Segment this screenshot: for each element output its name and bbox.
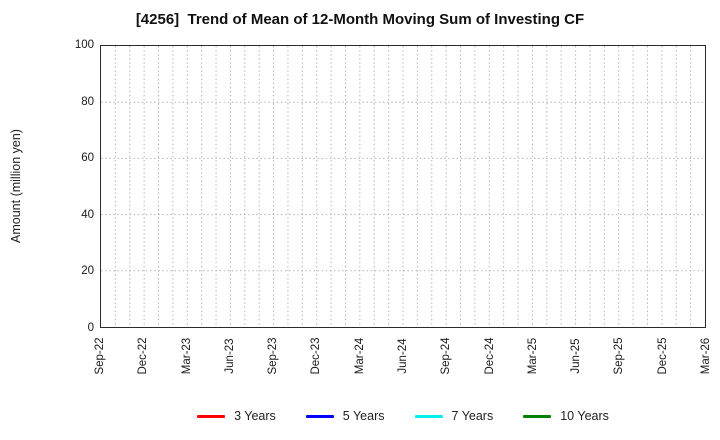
x-tick-label: Sep-23 (267, 337, 280, 375)
y-tick-label: 100 (74, 39, 94, 51)
x-tick-label: Sep-22 (94, 337, 106, 375)
legend-item: 7 Years (414, 409, 494, 423)
legend-label: 5 Years (342, 409, 385, 423)
y-tick-label: 0 (87, 322, 94, 334)
x-tick-label: Mar-26 (700, 337, 712, 375)
x-tick-label: Dec-23 (310, 337, 323, 375)
legend: 3 Years 5 Years 7 Years 10 Years (100, 403, 706, 429)
y-tick-label: 40 (81, 208, 94, 221)
legend-line-swatch (414, 414, 443, 418)
x-tick-label: Jun-24 (397, 338, 409, 374)
legend-label: 7 Years (451, 409, 494, 423)
plot-svg (101, 46, 705, 327)
x-tick-label: Sep-24 (440, 337, 453, 375)
x-tick-label: Jun-25 (570, 338, 583, 374)
legend-line-swatch (197, 414, 226, 418)
y-tick-label: 60 (81, 152, 94, 165)
x-tick-label: Mar-23 (180, 337, 193, 375)
legend-line-swatch (305, 414, 334, 418)
x-tick-label: Dec-22 (137, 337, 150, 375)
legend-label: 10 Years (560, 409, 609, 423)
x-tick-label: Mar-25 (526, 337, 539, 375)
legend-item: 5 Years (305, 409, 385, 423)
x-tick-label: Mar-24 (353, 337, 366, 375)
y-axis-label: Amount (million yen) (9, 129, 23, 243)
legend-line-swatch (523, 414, 552, 418)
y-tick-label: 80 (81, 95, 94, 108)
plot-area (100, 45, 706, 328)
x-tick-label: Sep-25 (613, 337, 626, 375)
y-tick-label: 20 (81, 265, 94, 278)
legend-item: 10 Years (523, 409, 609, 423)
x-tick-label: Dec-24 (483, 337, 496, 375)
x-tick-label: Jun-23 (223, 338, 236, 374)
legend-item: 3 Years (197, 409, 276, 423)
chart-title: [4256] Trend of Mean of 12-Month Moving … (135, 11, 585, 28)
x-tick-label: Dec-25 (656, 337, 669, 375)
legend-label: 3 Years (234, 409, 276, 423)
